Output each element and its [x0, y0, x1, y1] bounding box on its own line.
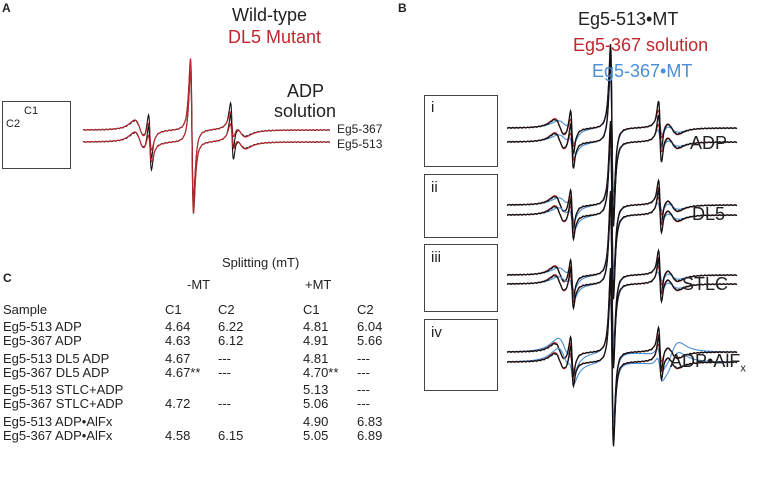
table-cell: 4.67	[165, 351, 191, 366]
table-cell: 4.63	[165, 333, 191, 348]
trace-b-blue-3-1	[507, 298, 737, 428]
table-cell: 4.90	[303, 414, 329, 429]
table-cell: 6.89	[357, 428, 383, 443]
inset-label-c2: C2	[6, 118, 21, 130]
trace-b-black-0-0	[507, 44, 738, 213]
table-header: C2	[357, 302, 374, 317]
table-cell: 6.83	[357, 414, 383, 429]
trace-b-black-2-0	[507, 191, 738, 360]
table-header: C1	[303, 302, 320, 317]
legend-eg5-367-mt: Eg5-367•MT	[592, 61, 693, 81]
table-cell: 4.81	[303, 319, 329, 334]
condition-dl5: DL5	[692, 204, 726, 224]
table-row-sample: Eg5-513 DL5 ADP	[3, 351, 110, 366]
panel-a-label: A	[2, 1, 11, 15]
legend-wild-type: Wild-type	[232, 5, 308, 25]
table-row-sample: Eg5-367 ADP	[3, 333, 82, 348]
trace-b-black-1-1	[507, 131, 738, 300]
trace-label-eg5-513: Eg5-513	[337, 137, 383, 151]
table-cell: 4.91	[303, 333, 329, 348]
table-cell: 5.13	[303, 382, 329, 397]
table-cell: ---	[357, 396, 370, 411]
subscript-x: x	[740, 362, 746, 375]
trace-b-blue-3-0	[507, 288, 737, 418]
table-cell: 4.81	[303, 351, 329, 366]
trace-a-dl5-mutant-eg5-367	[83, 58, 330, 202]
table-cell: 4.58	[165, 428, 191, 443]
panel-c-label: C	[3, 271, 12, 285]
condition-stlc: STLC	[682, 274, 729, 294]
legend-eg5-513-mt: Eg5-513•MT	[578, 9, 679, 29]
group-plus-mt: +MT	[305, 277, 332, 292]
table-cell: ---	[218, 365, 231, 380]
table-cell: ---	[357, 382, 370, 397]
inset-label-iv: iv	[431, 324, 442, 341]
condition-adp: ADP	[287, 81, 325, 101]
inset-label-i: i	[431, 99, 435, 116]
legend-dl5-mutant: DL5 Mutant	[228, 27, 322, 47]
table-row-sample: Eg5-513 ADP•AlFx	[3, 414, 113, 429]
trace-a-dl5-mutant-eg5-513	[83, 70, 330, 214]
table-header: C1	[165, 302, 182, 317]
trace-label-eg5-367: Eg5-367	[337, 122, 383, 136]
trace-b-black-3-0	[507, 268, 738, 437]
condition-adp: ADP	[690, 133, 728, 153]
table-cell: 6.22	[218, 319, 244, 334]
inset-iv	[424, 319, 498, 391]
trace-b-black-0-1	[507, 58, 738, 227]
inset-a	[2, 101, 71, 169]
table-header: C2	[218, 302, 235, 317]
table-row-sample: Eg5-367 ADP•AlFx	[3, 428, 113, 443]
table-cell: 5.05	[303, 428, 329, 443]
inset-ii	[424, 174, 498, 238]
table-cell: 4.64	[165, 319, 191, 334]
group-minus-mt: -MT	[187, 277, 211, 292]
table-cell: ---	[218, 396, 231, 411]
table-row-sample: Eg5-367 STLC+ADP	[3, 396, 124, 411]
legend-eg5-367-solution: Eg5-367 solution	[573, 35, 709, 55]
inset-label-c1: C1	[24, 105, 39, 117]
table-row-sample: Eg5-513 STLC+ADP	[3, 382, 124, 397]
table-row-sample: Eg5-513 ADP	[3, 319, 82, 334]
table-cell: 4.70**	[303, 365, 339, 380]
condition-solution: solution	[274, 101, 337, 121]
table-cell: ---	[357, 351, 370, 366]
table-cell: 6.15	[218, 428, 244, 443]
panel-b-label: B	[398, 1, 407, 15]
table-cell: 6.04	[357, 319, 383, 334]
condition-adp-alfx-text: ADP•AlF	[670, 351, 741, 371]
table-row-sample: Eg5-367 DL5 ADP	[3, 365, 110, 380]
table-title: Splitting (mT)	[222, 255, 300, 270]
table-cell: 6.12	[218, 333, 244, 348]
inset-i	[424, 95, 498, 167]
table-cell: 4.67**	[165, 365, 201, 380]
table-cell: ---	[357, 365, 370, 380]
inset-label-iii: iii	[431, 249, 441, 266]
table-cell: ---	[218, 351, 231, 366]
table-cell: 4.72	[165, 396, 191, 411]
inset-label-ii: ii	[431, 179, 438, 196]
trace-b-black-1-0	[507, 121, 738, 290]
table-cell: 5.06	[303, 396, 329, 411]
inset-iii	[424, 244, 498, 312]
table-header: Sample	[3, 302, 48, 317]
condition-adp-alfx: ADP•AlFx	[670, 352, 746, 375]
trace-b-black-3-1	[507, 278, 738, 447]
trace-b-black-2-1	[507, 200, 738, 369]
table-cell: 5.66	[357, 333, 383, 348]
